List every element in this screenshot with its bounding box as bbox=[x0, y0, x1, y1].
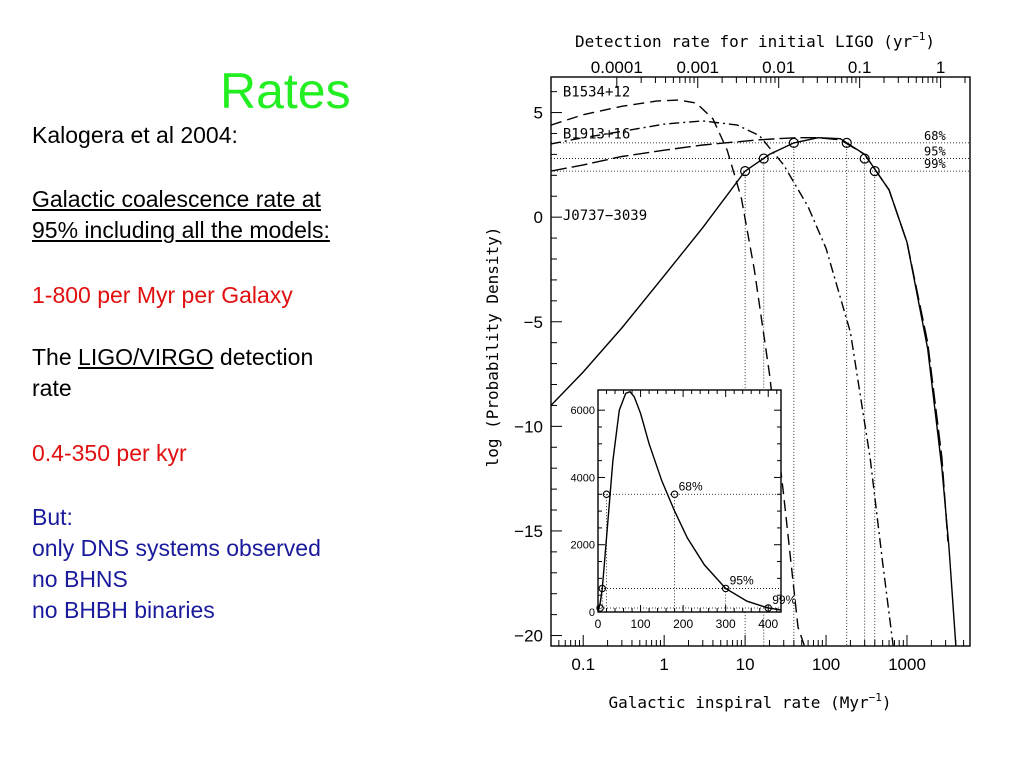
inset-level-label: 68% bbox=[679, 479, 703, 493]
but-item-3: no BHBH binaries bbox=[32, 597, 215, 623]
top-axis-title-end: ) bbox=[925, 32, 935, 51]
inset-level-label: 95% bbox=[730, 573, 754, 587]
y-tick-label: −20 bbox=[514, 627, 543, 646]
series-label: B1534+12 bbox=[563, 85, 630, 101]
x-tick-label: 1000 bbox=[888, 655, 926, 674]
y-tick-label: −5 bbox=[524, 313, 543, 332]
but-item-2: no BHNS bbox=[32, 566, 128, 592]
level-label: 68% bbox=[924, 129, 946, 143]
x-axis-title-main: Galactic inspiral rate (Myr bbox=[609, 693, 869, 712]
x-axis-title-end: ) bbox=[882, 693, 892, 712]
x-axis-title: Galactic inspiral rate (Myr−1) bbox=[609, 691, 892, 712]
reference-text: Kalogera et al 2004: bbox=[32, 122, 238, 148]
inset-y-tick-label: 4000 bbox=[571, 472, 595, 484]
inset-series-line bbox=[598, 390, 781, 612]
detection-rate-heading: The LIGO/VIRGO detection bbox=[32, 342, 313, 372]
ligo-virgo-link[interactable]: LIGO/VIRGO bbox=[78, 344, 214, 370]
top-tick-label: 0.0001 bbox=[591, 58, 643, 77]
top-axis-title-main: Detection rate for initial LIGO (yr bbox=[575, 32, 913, 51]
series-label: B1913+16 bbox=[563, 126, 630, 142]
level-label: 99% bbox=[924, 157, 946, 171]
top-axis-title: Detection rate for initial LIGO (yr−1) bbox=[575, 30, 935, 51]
y-tick-label: 0 bbox=[534, 208, 543, 227]
inset-level-marker bbox=[670, 490, 679, 499]
level-marker bbox=[758, 153, 769, 164]
x-tick-label: 100 bbox=[812, 655, 840, 674]
but-label: But: bbox=[32, 504, 73, 530]
detection-post: detection bbox=[213, 344, 314, 370]
galactic-rate-value: 1-800 per Myr per Galaxy bbox=[32, 282, 293, 308]
level-marker bbox=[740, 166, 751, 177]
series-line-J0737-3039 bbox=[551, 136, 957, 646]
level-marker bbox=[841, 137, 852, 148]
top-axis-title-sup: −1 bbox=[912, 30, 925, 43]
y-tick-label: 5 bbox=[534, 104, 543, 123]
y-tick-label: −15 bbox=[514, 522, 543, 541]
top-tick-label: 0.1 bbox=[848, 58, 872, 77]
inset-y-tick-label: 0 bbox=[589, 607, 595, 619]
top-tick-label: 0.001 bbox=[676, 58, 719, 77]
x-tick-label: 0.1 bbox=[571, 655, 595, 674]
galactic-rate-heading-1: Galactic coalescence rate at bbox=[32, 186, 321, 212]
top-tick-label: 1 bbox=[936, 58, 945, 77]
inset-y-tick-label: 6000 bbox=[571, 405, 595, 417]
galactic-rate-heading-2: 95% including all the models: bbox=[32, 217, 330, 243]
but-item-1: only DNS systems observed bbox=[32, 535, 321, 561]
inset-x-tick-label: 300 bbox=[716, 617, 736, 631]
x-axis-title-sup: −1 bbox=[869, 691, 882, 704]
inset-level-marker bbox=[721, 584, 730, 593]
inset-level-label: 99% bbox=[772, 593, 796, 607]
inset-y-tick-label: 2000 bbox=[571, 540, 595, 552]
x-tick-label: 1 bbox=[659, 655, 668, 674]
inset-x-tick-label: 200 bbox=[673, 617, 693, 631]
x-tick-label: 10 bbox=[736, 655, 755, 674]
level-marker bbox=[869, 166, 880, 177]
inset-x-tick-label: 400 bbox=[758, 617, 778, 631]
detection-pre: The bbox=[32, 344, 79, 370]
inset-frame bbox=[597, 389, 782, 613]
inset-background bbox=[598, 390, 781, 612]
slide-title: Rates bbox=[220, 63, 351, 119]
detection-rate-value: 0.4-350 per kyr bbox=[32, 440, 187, 466]
series-label: J0737−3039 bbox=[563, 208, 647, 224]
inset-x-tick-label: 100 bbox=[631, 617, 651, 631]
inset-x-tick-label: 0 bbox=[595, 617, 602, 631]
level-label: 95% bbox=[924, 145, 946, 159]
y-tick-label: −10 bbox=[514, 417, 543, 436]
top-tick-label: 0.01 bbox=[762, 58, 795, 77]
detection-rate-heading-2: rate bbox=[32, 375, 72, 401]
series-line-combined bbox=[551, 137, 949, 542]
y-axis-title: log (Probability Density) bbox=[483, 227, 502, 468]
